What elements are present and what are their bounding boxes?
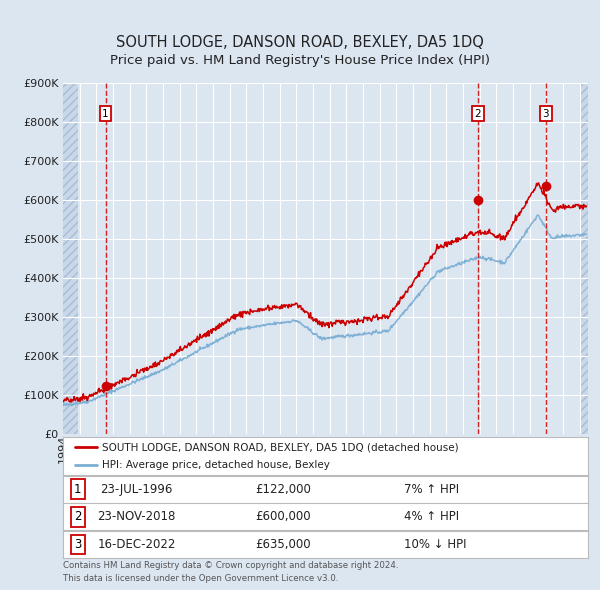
Text: £122,000: £122,000 — [256, 483, 311, 496]
Text: Price paid vs. HM Land Registry's House Price Index (HPI): Price paid vs. HM Land Registry's House … — [110, 54, 490, 67]
Text: 1: 1 — [74, 483, 82, 496]
Text: 1: 1 — [102, 109, 109, 119]
Bar — [581, 83, 588, 434]
Text: 3: 3 — [542, 109, 549, 119]
Text: 23-NOV-2018: 23-NOV-2018 — [97, 510, 176, 523]
Text: £635,000: £635,000 — [256, 538, 311, 551]
Text: HPI: Average price, detached house, Bexley: HPI: Average price, detached house, Bexl… — [103, 460, 330, 470]
Text: Contains HM Land Registry data © Crown copyright and database right 2024.: Contains HM Land Registry data © Crown c… — [63, 561, 398, 570]
Bar — [581, 83, 588, 434]
Text: 23-JUL-1996: 23-JUL-1996 — [100, 483, 173, 496]
Text: SOUTH LODGE, DANSON ROAD, BEXLEY, DA5 1DQ: SOUTH LODGE, DANSON ROAD, BEXLEY, DA5 1D… — [116, 35, 484, 50]
Text: 10% ↓ HPI: 10% ↓ HPI — [404, 538, 467, 551]
Text: 16-DEC-2022: 16-DEC-2022 — [97, 538, 176, 551]
Text: SOUTH LODGE, DANSON ROAD, BEXLEY, DA5 1DQ (detached house): SOUTH LODGE, DANSON ROAD, BEXLEY, DA5 1D… — [103, 442, 459, 453]
Text: £600,000: £600,000 — [256, 510, 311, 523]
Text: This data is licensed under the Open Government Licence v3.0.: This data is licensed under the Open Gov… — [63, 574, 338, 583]
Bar — [63, 83, 78, 434]
Text: 2: 2 — [475, 109, 481, 119]
Text: 4% ↑ HPI: 4% ↑ HPI — [404, 510, 460, 523]
Bar — [63, 83, 78, 434]
Text: 3: 3 — [74, 538, 82, 551]
Text: 2: 2 — [74, 510, 82, 523]
Text: 7% ↑ HPI: 7% ↑ HPI — [404, 483, 460, 496]
